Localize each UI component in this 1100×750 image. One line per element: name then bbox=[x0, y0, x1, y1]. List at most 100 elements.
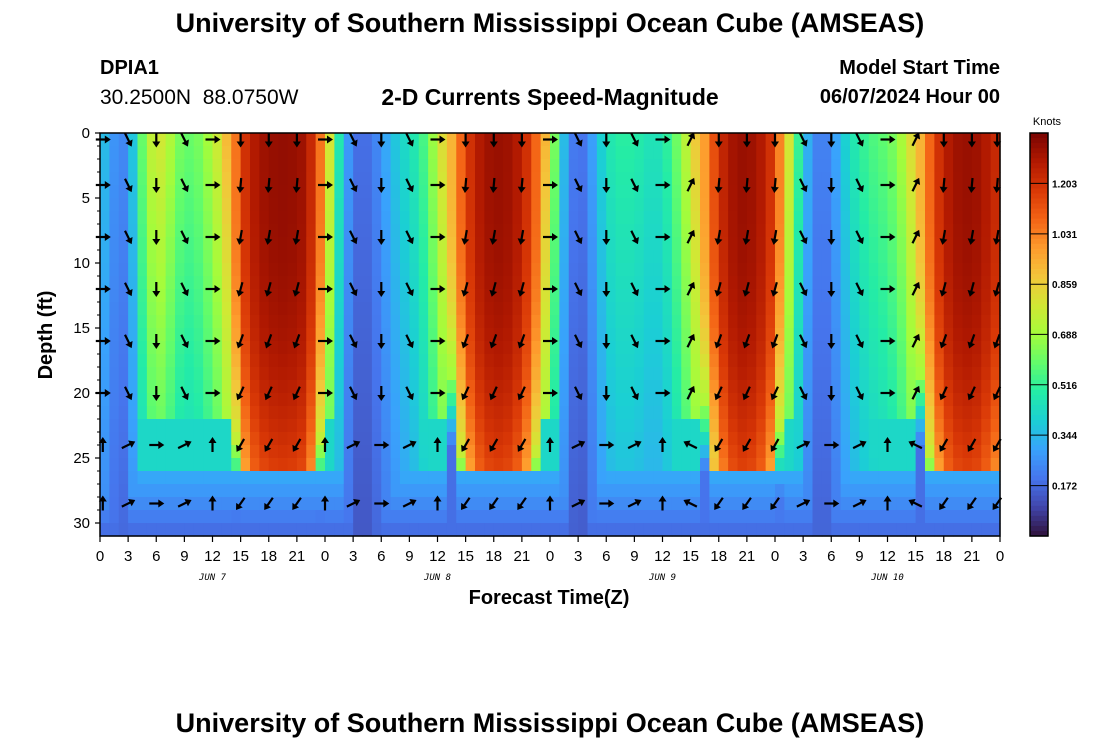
heatmap-cell bbox=[268, 172, 279, 186]
heatmap-cell bbox=[540, 198, 551, 212]
current-arrow bbox=[517, 497, 527, 511]
heatmap-cell bbox=[428, 302, 439, 316]
heatmap-cell bbox=[418, 341, 429, 355]
heatmap-cell bbox=[446, 354, 457, 368]
heatmap-cell bbox=[925, 185, 935, 199]
heatmap-cell bbox=[850, 458, 860, 472]
heatmap-cell bbox=[259, 237, 270, 251]
heatmap-cell bbox=[381, 263, 392, 277]
heatmap-cell bbox=[287, 263, 298, 277]
heatmap-cell bbox=[128, 224, 139, 238]
heatmap-cell bbox=[868, 289, 879, 303]
heatmap-cell bbox=[737, 133, 748, 147]
current-arrow bbox=[543, 135, 558, 144]
heatmap-cell bbox=[887, 224, 898, 238]
heatmap-cell bbox=[296, 380, 307, 394]
heatmap-cell bbox=[240, 276, 251, 290]
heatmap-cell bbox=[943, 172, 954, 186]
heatmap-cell bbox=[878, 471, 889, 485]
heatmap-cell bbox=[428, 510, 439, 524]
heatmap-cell bbox=[381, 367, 392, 381]
heatmap-cell bbox=[278, 159, 289, 173]
heatmap-cell bbox=[484, 406, 495, 420]
heatmap-cell bbox=[128, 419, 139, 433]
heatmap-cell bbox=[128, 237, 139, 251]
heatmap-cell bbox=[146, 328, 157, 342]
heatmap-cell bbox=[784, 341, 795, 355]
heatmap-cell bbox=[709, 367, 720, 381]
heatmap-cell bbox=[250, 406, 260, 420]
current-arrow bbox=[742, 177, 751, 193]
heatmap-cell bbox=[906, 315, 917, 329]
heatmap-cell bbox=[578, 445, 589, 459]
heatmap-cell bbox=[643, 159, 654, 173]
current-arrow bbox=[152, 230, 161, 245]
current-arrow bbox=[571, 440, 586, 450]
heatmap-cell bbox=[437, 159, 448, 173]
heatmap-cell bbox=[100, 458, 110, 472]
colorbar-swatch bbox=[1030, 379, 1048, 386]
heatmap-cell bbox=[221, 445, 232, 459]
heatmap-cell bbox=[165, 250, 176, 264]
heatmap-cell bbox=[737, 315, 748, 329]
heatmap-cell bbox=[268, 419, 279, 433]
heatmap-cell bbox=[428, 497, 439, 511]
heatmap-cell bbox=[156, 198, 167, 212]
colorbar-swatch bbox=[1030, 430, 1048, 436]
current-arrow bbox=[292, 386, 301, 401]
heatmap-cell bbox=[521, 497, 532, 511]
heatmap-cell bbox=[250, 289, 260, 303]
heatmap-cell bbox=[128, 458, 139, 472]
heatmap-cell bbox=[550, 224, 560, 238]
colorbar-swatch bbox=[1030, 309, 1048, 315]
heatmap-cell bbox=[521, 432, 532, 446]
heatmap-cell bbox=[493, 341, 504, 355]
heatmap-cell bbox=[118, 484, 129, 498]
heatmap-cell bbox=[109, 172, 120, 186]
heatmap-cell bbox=[953, 211, 964, 225]
x-tick-label: 0 bbox=[546, 548, 554, 565]
heatmap-cell bbox=[831, 419, 842, 433]
heatmap-cell bbox=[456, 198, 467, 212]
heatmap-cell bbox=[568, 393, 579, 407]
heatmap-cell bbox=[784, 315, 795, 329]
heatmap-cell bbox=[896, 302, 907, 316]
heatmap-cell bbox=[240, 432, 251, 446]
heatmap-cell bbox=[662, 198, 673, 212]
heatmap-cell bbox=[156, 263, 167, 277]
heatmap-cell bbox=[221, 146, 232, 160]
heatmap-cell bbox=[231, 250, 242, 264]
heatmap-cell bbox=[475, 289, 485, 303]
heatmap-cell bbox=[212, 406, 223, 420]
heatmap-cell bbox=[240, 146, 251, 160]
heatmap-cell bbox=[925, 510, 935, 524]
heatmap-cell bbox=[681, 224, 692, 238]
heatmap-cell bbox=[184, 471, 195, 485]
heatmap-cell bbox=[906, 328, 917, 342]
heatmap-cell bbox=[775, 523, 785, 537]
heatmap-cell bbox=[268, 133, 279, 147]
heatmap-cell bbox=[268, 289, 279, 303]
heatmap-cell bbox=[465, 393, 476, 407]
heatmap-cell bbox=[231, 458, 242, 472]
heatmap-cell bbox=[446, 133, 457, 147]
heatmap-cell bbox=[231, 471, 242, 485]
heatmap-cell bbox=[653, 432, 664, 446]
heatmap-cell bbox=[906, 146, 917, 160]
current-arrow bbox=[911, 281, 921, 296]
heatmap-cell bbox=[643, 484, 654, 498]
heatmap-cell bbox=[362, 484, 373, 498]
heatmap-cell bbox=[306, 419, 317, 433]
colorbar-swatch bbox=[1030, 445, 1048, 451]
heatmap-cell bbox=[540, 523, 551, 537]
heatmap-cell bbox=[915, 159, 926, 173]
heatmap-cell bbox=[203, 172, 214, 186]
heatmap-cell bbox=[512, 341, 523, 355]
heatmap-cell bbox=[156, 419, 167, 433]
heatmap-cell bbox=[578, 302, 589, 316]
heatmap-cell bbox=[737, 172, 748, 186]
heatmap-cell bbox=[250, 185, 260, 199]
heatmap-cell bbox=[240, 198, 251, 212]
heatmap-cell bbox=[831, 133, 842, 147]
